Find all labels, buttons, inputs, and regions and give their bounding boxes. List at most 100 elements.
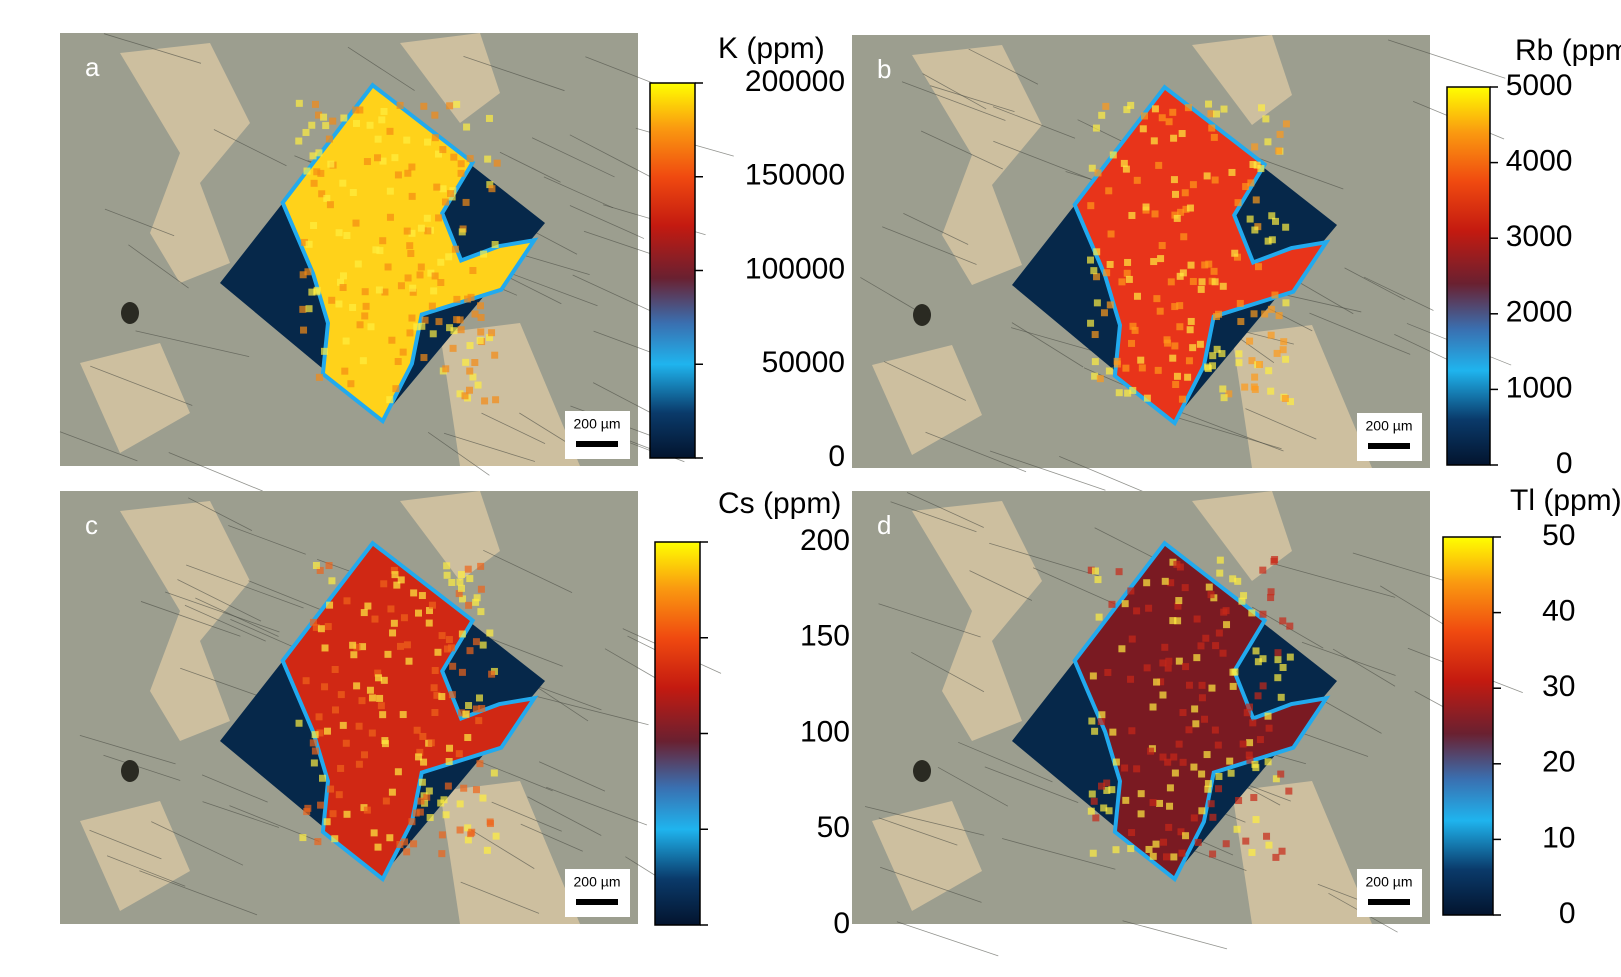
map-pixel xyxy=(318,190,326,198)
cleavage-streak xyxy=(1094,527,1158,561)
map-pixel xyxy=(437,258,445,266)
map-pixel xyxy=(1122,796,1130,804)
map-pixel xyxy=(1181,584,1189,592)
map-pixel xyxy=(1254,692,1262,700)
map-pixel xyxy=(1108,600,1116,608)
map-pixel xyxy=(442,365,450,373)
map-pixel xyxy=(448,644,456,652)
colorbar-tick-label: 0 xyxy=(833,907,850,940)
map-pixel xyxy=(1133,176,1141,184)
map-pixel xyxy=(1267,331,1275,339)
map-pixel xyxy=(391,154,399,162)
map-pixel xyxy=(396,101,404,109)
cleavage-streak xyxy=(201,774,268,803)
map-pixel xyxy=(458,709,466,717)
colorbar xyxy=(1446,86,1491,466)
map-pixel xyxy=(1286,622,1294,630)
mineral-grain xyxy=(912,45,1042,285)
map-pixel xyxy=(451,245,459,253)
colorbar xyxy=(1442,536,1494,916)
map-pixel xyxy=(1238,597,1246,605)
map-pixel xyxy=(1204,780,1212,788)
map-pixel xyxy=(420,102,428,110)
map-pixel xyxy=(387,605,395,613)
map-pixel xyxy=(386,127,394,135)
map-pixel xyxy=(1165,657,1173,665)
map-pixel xyxy=(1259,610,1267,618)
map-pixel xyxy=(1176,563,1184,571)
map-pixel xyxy=(1165,118,1173,126)
map-pixel xyxy=(321,644,329,652)
map-pixel xyxy=(392,385,400,393)
cleavage-streak xyxy=(139,870,258,916)
cleavage-streak xyxy=(1002,838,1116,870)
map-pixel xyxy=(337,764,345,772)
map-pixel xyxy=(328,296,336,304)
map-pixel xyxy=(441,198,449,206)
map-pixel xyxy=(361,312,369,320)
map-pixel xyxy=(488,670,496,678)
map-pixel xyxy=(302,677,310,685)
map-pixel xyxy=(1222,840,1230,848)
map-pixel xyxy=(328,577,336,585)
map-pixel xyxy=(300,238,308,246)
map-pixel xyxy=(1159,659,1167,667)
colorbar-tick-label: 4000 xyxy=(1506,145,1573,178)
map-pixel xyxy=(1198,694,1206,702)
cleavage-streak xyxy=(531,683,602,711)
map-pixel xyxy=(1268,212,1276,220)
map-pixel xyxy=(1253,161,1261,169)
cleavage-streak xyxy=(177,579,262,622)
map-pixel xyxy=(1121,600,1129,608)
map-pixel xyxy=(1169,617,1177,625)
map-pixel xyxy=(1225,390,1233,398)
map-pixel xyxy=(396,840,404,848)
cleavage-streak xyxy=(896,921,999,957)
mineral-grain xyxy=(80,343,190,453)
map-pixel xyxy=(1123,269,1131,277)
scale-bar-box xyxy=(1357,869,1422,917)
map-pixel xyxy=(421,316,429,324)
cleavage-streak xyxy=(860,277,921,314)
map-pixel xyxy=(464,824,472,832)
map-pixel xyxy=(314,838,322,846)
map-pixel xyxy=(1192,720,1200,728)
map-pixel xyxy=(316,566,324,574)
colorbar-tick-label: 5000 xyxy=(1506,69,1573,102)
colorbar-tick-label: 150000 xyxy=(745,159,845,192)
map-pixel xyxy=(1171,303,1179,311)
map-pixel xyxy=(428,601,436,609)
cleavage-streak xyxy=(128,244,189,289)
map-pixel xyxy=(463,123,471,131)
map-pixel xyxy=(1109,728,1117,736)
scale-bar-box xyxy=(1357,413,1422,461)
map-pixel xyxy=(479,794,487,802)
cleavage-streak xyxy=(546,786,648,826)
map-pixel xyxy=(472,638,480,646)
map-pixel xyxy=(1276,130,1284,138)
map-pixel xyxy=(1108,786,1116,794)
map-pixel xyxy=(1219,282,1227,290)
cleavage-streak xyxy=(427,431,490,476)
map-pixel xyxy=(420,354,428,362)
cleavage-streak xyxy=(491,801,562,832)
map-pixel xyxy=(492,396,500,404)
map-pixel xyxy=(1103,269,1111,277)
map-pixel xyxy=(1235,797,1243,805)
map-pixel xyxy=(1128,339,1136,347)
map-pixel xyxy=(1246,215,1254,223)
map-pixel xyxy=(1186,326,1194,334)
map-pixel xyxy=(379,157,387,165)
map-pixel xyxy=(1169,354,1177,362)
map-pixel xyxy=(416,808,424,816)
map-pixel xyxy=(477,302,485,310)
map-pixel xyxy=(323,818,331,826)
map-pixel xyxy=(1164,758,1172,766)
map-pixel xyxy=(1275,312,1283,320)
inclusion xyxy=(913,760,931,782)
map-pixel xyxy=(423,214,431,222)
map-pixel xyxy=(1149,799,1157,807)
map-pixel xyxy=(1161,643,1169,651)
map-pixel xyxy=(343,231,351,239)
cleavage-streak xyxy=(882,226,977,265)
